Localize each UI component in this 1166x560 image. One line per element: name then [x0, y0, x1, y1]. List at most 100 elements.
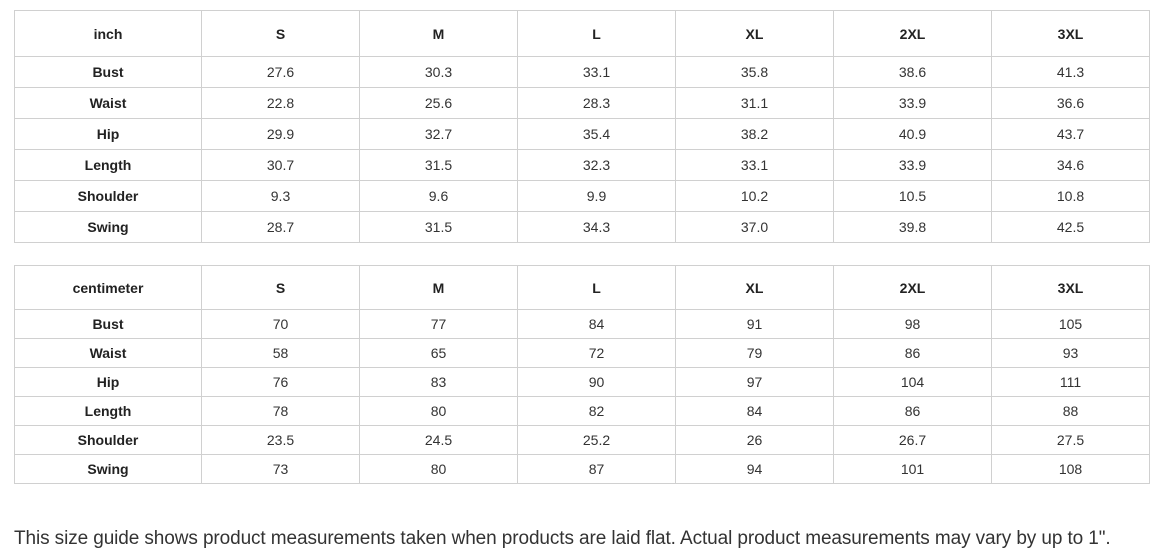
measurement-value: 27.5 — [991, 425, 1150, 455]
measurement-value: 35.8 — [675, 56, 834, 88]
measurement-value: 34.3 — [517, 211, 676, 243]
measurement-value: 25.6 — [359, 87, 518, 119]
measurement-value: 93 — [991, 338, 1150, 368]
measurement-value: 36.6 — [991, 87, 1150, 119]
measurement-value: 31.5 — [359, 149, 518, 181]
measurement-value: 33.9 — [833, 149, 992, 181]
measurement-value: 86 — [833, 396, 992, 426]
size-header: M — [359, 265, 518, 310]
measurement-label: Shoulder — [14, 425, 202, 455]
measurement-label: Hip — [14, 118, 202, 150]
unit-header: centimeter — [14, 265, 202, 310]
table-row: Hip 76 83 90 97 104 111 — [14, 367, 1150, 397]
size-header: XL — [675, 10, 834, 57]
measurement-value: 84 — [517, 309, 676, 339]
measurement-label: Waist — [14, 338, 202, 368]
measurement-label: Hip — [14, 367, 202, 397]
measurement-value: 41.3 — [991, 56, 1150, 88]
measurement-value: 42.5 — [991, 211, 1150, 243]
measurement-value: 76 — [201, 367, 360, 397]
measurement-value: 26.7 — [833, 425, 992, 455]
measurement-value: 88 — [991, 396, 1150, 426]
table-row: Length 78 80 82 84 86 88 — [14, 396, 1150, 426]
table-row: Shoulder 9.3 9.6 9.9 10.2 10.5 10.8 — [14, 180, 1150, 212]
measurement-value: 104 — [833, 367, 992, 397]
measurement-value: 77 — [359, 309, 518, 339]
measurement-value: 25.2 — [517, 425, 676, 455]
measurement-value: 9.9 — [517, 180, 676, 212]
measurement-value: 23.5 — [201, 425, 360, 455]
measurement-value: 31.5 — [359, 211, 518, 243]
measurement-value: 33.1 — [675, 149, 834, 181]
measurement-value: 111 — [991, 367, 1150, 397]
measurement-value: 79 — [675, 338, 834, 368]
size-header: 3XL — [991, 10, 1150, 57]
measurement-value: 97 — [675, 367, 834, 397]
measurement-value: 9.6 — [359, 180, 518, 212]
measurement-value: 27.6 — [201, 56, 360, 88]
size-header: S — [201, 10, 360, 57]
measurement-value: 65 — [359, 338, 518, 368]
measurement-value: 108 — [991, 454, 1150, 484]
measurement-value: 73 — [201, 454, 360, 484]
measurement-label: Length — [14, 396, 202, 426]
measurement-value: 34.6 — [991, 149, 1150, 181]
measurement-value: 91 — [675, 309, 834, 339]
table-row: Waist 58 65 72 79 86 93 — [14, 338, 1150, 368]
size-header: XL — [675, 265, 834, 310]
measurement-label: Swing — [14, 454, 202, 484]
measurement-value: 72 — [517, 338, 676, 368]
size-header: M — [359, 10, 518, 57]
measurement-value: 29.9 — [201, 118, 360, 150]
header-row: centimeter S M L XL 2XL 3XL — [14, 265, 1150, 310]
table-row: Bust 70 77 84 91 98 105 — [14, 309, 1150, 339]
measurement-value: 84 — [675, 396, 834, 426]
centimeter-size-table: centimeter S M L XL 2XL 3XL Bust 70 77 84 91 98 105 Wa… — [14, 265, 1150, 484]
measurement-label: Bust — [14, 56, 202, 88]
unit-header: inch — [14, 10, 202, 57]
measurement-label: Length — [14, 149, 202, 181]
measurement-value: 32.7 — [359, 118, 518, 150]
measurement-value: 38.2 — [675, 118, 834, 150]
measurement-label: Bust — [14, 309, 202, 339]
measurement-value: 39.8 — [833, 211, 992, 243]
table-row: Shoulder 23.5 24.5 25.2 26 26.7 27.5 — [14, 425, 1150, 455]
measurement-value: 10.5 — [833, 180, 992, 212]
measurement-value: 31.1 — [675, 87, 834, 119]
measurement-value: 78 — [201, 396, 360, 426]
measurement-value: 28.7 — [201, 211, 360, 243]
measurement-value: 83 — [359, 367, 518, 397]
size-header: L — [517, 265, 676, 310]
table-row: Swing 73 80 87 94 101 108 — [14, 454, 1150, 484]
measurement-value: 38.6 — [833, 56, 992, 88]
table-row: Length 30.7 31.5 32.3 33.1 33.9 34.6 — [14, 149, 1150, 181]
measurement-value: 24.5 — [359, 425, 518, 455]
header-row: inch S M L XL 2XL 3XL — [14, 10, 1150, 57]
measurement-value: 10.8 — [991, 180, 1150, 212]
measurement-label: Waist — [14, 87, 202, 119]
table-row: Waist 22.8 25.6 28.3 31.1 33.9 36.6 — [14, 87, 1150, 119]
measurement-label: Swing — [14, 211, 202, 243]
measurement-value: 98 — [833, 309, 992, 339]
measurement-value: 10.2 — [675, 180, 834, 212]
measurement-value: 30.7 — [201, 149, 360, 181]
inch-size-table: inch S M L XL 2XL 3XL Bust 27.6 30.3 33.1 35.8 38.6 4… — [14, 10, 1150, 243]
measurement-value: 70 — [201, 309, 360, 339]
table-row: Bust 27.6 30.3 33.1 35.8 38.6 41.3 — [14, 56, 1150, 88]
measurement-value: 22.8 — [201, 87, 360, 119]
measurement-value: 30.3 — [359, 56, 518, 88]
measurement-value: 82 — [517, 396, 676, 426]
measurement-value: 101 — [833, 454, 992, 484]
measurement-value: 26 — [675, 425, 834, 455]
size-header: 2XL — [833, 10, 992, 57]
measurement-value: 35.4 — [517, 118, 676, 150]
measurement-value: 58 — [201, 338, 360, 368]
measurement-value: 37.0 — [675, 211, 834, 243]
measurement-value: 40.9 — [833, 118, 992, 150]
measurement-value: 87 — [517, 454, 676, 484]
measurement-value: 43.7 — [991, 118, 1150, 150]
measurement-value: 28.3 — [517, 87, 676, 119]
measurement-value: 80 — [359, 396, 518, 426]
size-header: S — [201, 265, 360, 310]
measurement-value: 33.9 — [833, 87, 992, 119]
